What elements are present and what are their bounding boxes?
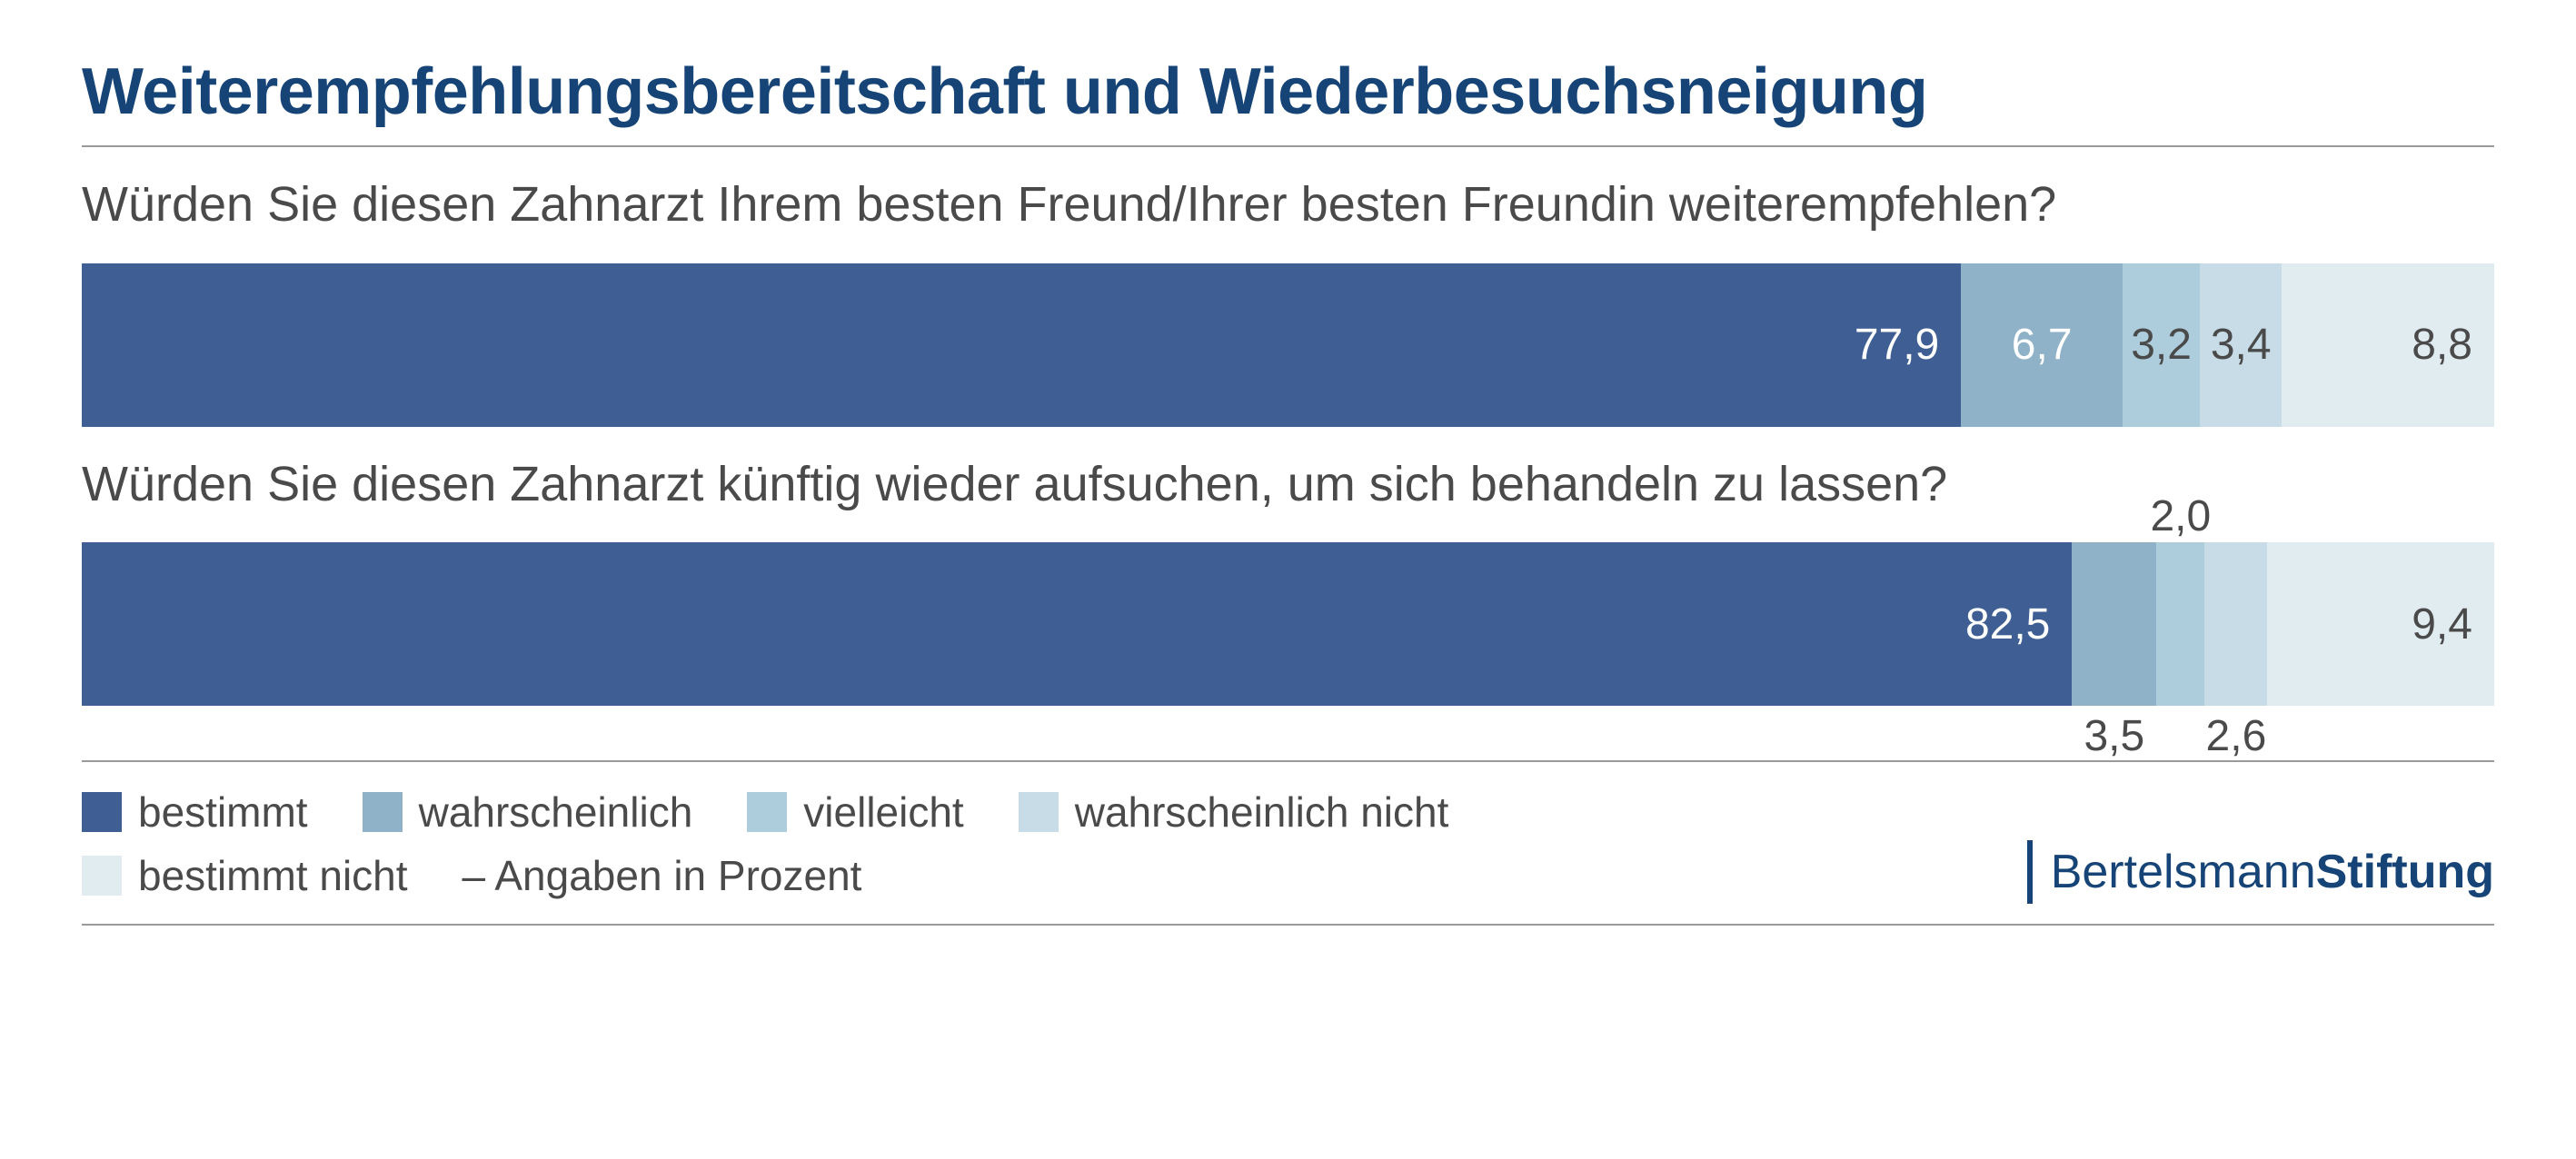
legend-item-vielleicht: vielleicht [747,788,963,837]
legend-label-vielleicht: vielleicht [803,788,963,837]
legend-item-bestimmt-nicht: bestimmt nicht [82,851,408,900]
swatch-wahrscheinlich-nicht [1019,792,1059,832]
brand-bar-icon [2027,840,2033,904]
brand-text-light: Bertelsmann [2051,845,2316,899]
bar-2-label-wahrscheinlich-nicht: 2,6 [2206,711,2267,761]
legend-label-bestimmt-nicht: bestimmt nicht [138,851,408,900]
swatch-wahrscheinlich [363,792,403,832]
legend-label-wahrscheinlich-nicht: wahrscheinlich nicht [1075,788,1449,837]
bar-1-seg-bestimmt: 77,9 [82,263,1961,427]
bar-2-seg-wahrscheinlich [2072,542,2156,706]
bar-2-seg-vielleicht [2156,542,2204,706]
bar-1-seg-vielleicht: 3,2 [2123,263,2200,427]
bar-1: 77,9 6,7 3,2 3,4 8,8 [82,263,2494,427]
bar-2-seg-bestimmt: 82,5 [82,542,2072,706]
question-2-text: Würden Sie diesen Zahnarzt künftig wiede… [82,454,2494,516]
bar-1-seg-wahrscheinlich-nicht: 3,4 [2200,263,2282,427]
legend-label-bestimmt: bestimmt [138,788,308,837]
swatch-bestimmt-nicht [82,856,122,896]
bar-2-label-vielleicht: 2,0 [2150,491,2211,541]
brand-text-bold: Stiftung [2316,845,2494,899]
swatch-bestimmt [82,792,122,832]
brand-logo: BertelsmannStiftung [2027,840,2494,907]
legend-item-wahrscheinlich-nicht: wahrscheinlich nicht [1019,788,1449,837]
legend-label-wahrscheinlich: wahrscheinlich [419,788,693,837]
bar-2-label-wahrscheinlich: 3,5 [2084,711,2144,761]
legend-item-bestimmt: bestimmt [82,788,308,837]
bar-2: 82,5 9,4 2,0 3,5 2,6 [82,542,2494,706]
bar-2-seg-bestimmt-nicht: 9,4 [2267,542,2494,706]
page-title: Weiterempfehlungsbereitschaft und Wieder… [82,54,2494,147]
bar-1-seg-wahrscheinlich: 6,7 [1961,263,2123,427]
bar-2-seg-wahrscheinlich-nicht [2204,542,2267,706]
legend-suffix: – Angaben in Prozent [462,851,862,900]
bar-1-seg-bestimmt-nicht: 8,8 [2282,263,2494,427]
legend: bestimmt wahrscheinlich vielleicht wahrs… [82,760,2494,926]
swatch-vielleicht [747,792,787,832]
legend-item-wahrscheinlich: wahrscheinlich [363,788,693,837]
question-1-text: Würden Sie diesen Zahnarzt Ihrem besten … [82,174,2494,236]
